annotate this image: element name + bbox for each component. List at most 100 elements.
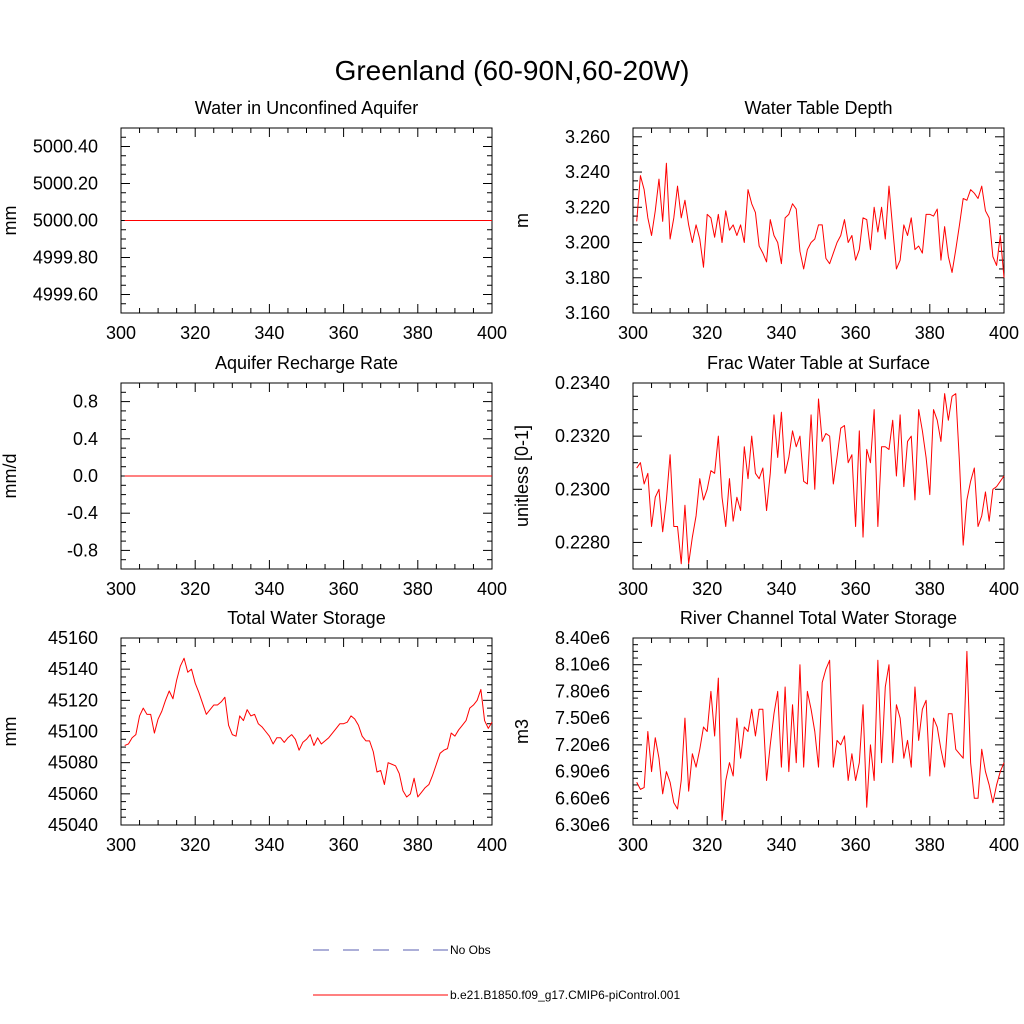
x-tick-label: 340 [254, 323, 284, 343]
y-tick-label: 4999.60 [33, 285, 98, 305]
panel-title: Water Table Depth [744, 98, 892, 118]
y-axis-label: mm [0, 206, 20, 236]
y-tick-label: 0.2320 [555, 426, 610, 446]
x-tick-label: 400 [477, 835, 507, 855]
y-tick-label: 8.10e6 [555, 655, 610, 675]
x-tick-label: 300 [106, 835, 136, 855]
x-tick-label: 360 [329, 579, 359, 599]
y-tick-label: 3.220 [565, 197, 610, 217]
panels: Water in Unconfined Aquifer mm 300 320 340 36… [0, 98, 1019, 855]
y-tick-label: 7.20e6 [555, 735, 610, 755]
x-tick-label: 380 [915, 323, 945, 343]
y-tick-label: 0.2300 [555, 479, 610, 499]
panel-river-channel-storage: River Channel Total Water Storage m3 300 32… [512, 608, 1019, 855]
legend: No Obs b.e21.B1850.f09_g17.CMIP6-piContr… [313, 943, 680, 1002]
y-tick-label: 0.8 [73, 392, 98, 412]
y-tick-label: 8.40e6 [555, 628, 610, 648]
y-tick-label: 0.4 [73, 429, 98, 449]
series-line-river-channel-storage [636, 650, 1005, 822]
legend-label-no-obs: No Obs [450, 943, 491, 957]
y-tick-label: 5000.20 [33, 174, 98, 194]
panel-title: Frac Water Table at Surface [707, 353, 930, 373]
y-tick-label: 5000.40 [33, 137, 98, 157]
y-tick-label: 45140 [48, 659, 98, 679]
y-tick-label: -0.4 [67, 503, 98, 523]
plot-frame [632, 127, 1005, 314]
x-tick-label: 360 [841, 579, 871, 599]
panel-aquifer-water: Water in Unconfined Aquifer mm 300 320 340 36… [0, 98, 507, 343]
x-tick-label: 380 [403, 835, 433, 855]
x-tick-label: 300 [618, 579, 648, 599]
legend-label-model: b.e21.B1850.f09_g17.CMIP6-piControl.001 [450, 988, 680, 1002]
x-tick-label: 400 [477, 323, 507, 343]
y-tick-label: 7.80e6 [555, 681, 610, 701]
x-tick-label: 340 [766, 323, 796, 343]
x-tick-label: 300 [106, 579, 136, 599]
x-tick-label: 300 [106, 323, 136, 343]
y-tick-label: 4999.80 [33, 248, 98, 268]
x-tick-label: 400 [989, 323, 1019, 343]
x-tick-label: 320 [692, 579, 722, 599]
y-tick-label: 3.240 [565, 162, 610, 182]
panel-title: Total Water Storage [227, 608, 385, 628]
x-tick-label: 400 [477, 579, 507, 599]
y-axis-label: m3 [512, 719, 532, 744]
y-tick-label: 3.180 [565, 268, 610, 288]
y-axis-label: unitless [0-1] [512, 425, 532, 527]
panel-title: Aquifer Recharge Rate [215, 353, 398, 373]
panel-frac-water-table: Frac Water Table at Surface unitless [0-1… [512, 353, 1019, 599]
y-tick-label: 6.90e6 [555, 762, 610, 782]
x-tick-label: 380 [403, 579, 433, 599]
x-tick-label: 360 [841, 835, 871, 855]
x-tick-label: 380 [915, 579, 945, 599]
y-tick-label: 0.2280 [555, 532, 610, 552]
x-tick-label: 340 [254, 835, 284, 855]
x-tick-label: 300 [618, 835, 648, 855]
x-tick-label: 320 [180, 579, 210, 599]
y-tick-label: 45060 [48, 784, 98, 804]
x-tick-label: 320 [180, 323, 210, 343]
x-tick-label: 360 [841, 323, 871, 343]
series-line-frac-water-table [636, 393, 1005, 565]
panel-title: Water in Unconfined Aquifer [195, 98, 418, 118]
y-axis-label: mm/d [0, 454, 20, 499]
x-tick-label: 340 [254, 579, 284, 599]
plot-frame [120, 637, 493, 826]
figure-title: Greenland (60-90N,60-20W) [335, 55, 690, 86]
plot-frame [632, 637, 1005, 826]
y-tick-label: 45040 [48, 815, 98, 835]
panel-aquifer-recharge: Aquifer Recharge Rate mm/d 300 320 340 360 380… [0, 353, 507, 599]
y-tick-label: 45120 [48, 690, 98, 710]
panel-title: River Channel Total Water Storage [680, 608, 957, 628]
y-tick-label: 5000.00 [33, 211, 98, 231]
y-axis-label: m [512, 213, 532, 228]
series-line-total-water-storage [124, 657, 493, 798]
x-tick-label: 320 [180, 835, 210, 855]
x-tick-label: 340 [766, 579, 796, 599]
y-tick-label: 7.50e6 [555, 708, 610, 728]
y-axis-label: mm [0, 717, 20, 747]
y-tick-label: 0.0 [73, 466, 98, 486]
series-line-water-table-depth [636, 162, 1005, 278]
panel-water-table-depth: Water Table Depth m 300 320 340 360 380 400 3.16… [512, 98, 1019, 343]
panel-total-water-storage: Total Water Storage mm 300 320 340 360 380 400 4… [0, 608, 507, 855]
y-tick-label: 45160 [48, 628, 98, 648]
y-tick-label: 3.200 [565, 233, 610, 253]
x-tick-label: 340 [766, 835, 796, 855]
y-tick-label: 45100 [48, 722, 98, 742]
y-tick-label: -0.8 [67, 540, 98, 560]
y-tick-label: 3.160 [565, 303, 610, 323]
x-tick-label: 360 [329, 323, 359, 343]
x-tick-label: 300 [618, 323, 648, 343]
x-tick-label: 320 [692, 835, 722, 855]
y-tick-label: 45080 [48, 753, 98, 773]
x-tick-label: 380 [403, 323, 433, 343]
y-tick-label: 0.2340 [555, 373, 610, 393]
x-tick-label: 400 [989, 579, 1019, 599]
y-tick-label: 6.60e6 [555, 788, 610, 808]
x-tick-label: 360 [329, 835, 359, 855]
x-tick-label: 400 [989, 835, 1019, 855]
x-tick-label: 380 [915, 835, 945, 855]
x-tick-label: 320 [692, 323, 722, 343]
